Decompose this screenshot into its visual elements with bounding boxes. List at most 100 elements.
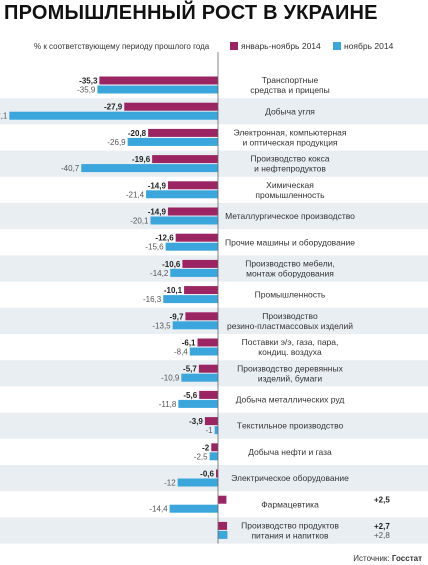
category-label: Производство кокса — [250, 154, 329, 164]
row-band — [0, 517, 428, 544]
value-label-series2: -10,9 — [161, 374, 180, 383]
row-band — [0, 203, 428, 230]
bar-series1 — [204, 417, 218, 426]
bar-series1 — [211, 443, 218, 452]
value-label-series1: -5,7 — [183, 365, 197, 374]
value-label-series2: -13,5 — [152, 321, 171, 330]
bar-series2 — [81, 164, 218, 173]
bar-series1 — [175, 233, 218, 242]
chart-subtitle: % к соответствующему периоду прошлого го… — [34, 42, 210, 51]
row-band — [0, 307, 428, 334]
value-label-series1: -9,7 — [170, 312, 184, 321]
value-label-series2: -14,2 — [150, 269, 169, 278]
bar-series2 — [127, 137, 218, 146]
category-label: Промышленность — [255, 290, 326, 300]
category-label: Электрическое оборудование — [231, 473, 349, 483]
category-label: средства и прицепы — [250, 85, 330, 95]
bar-series1 — [184, 286, 218, 295]
value-label-series1: -27,9 — [104, 103, 123, 112]
bar-series1 — [182, 259, 218, 268]
value-label-series1: -12,6 — [155, 234, 174, 243]
value-label-series2: -11,8 — [159, 400, 177, 409]
bar-series2 — [165, 242, 218, 251]
value-label-series2: -16,3 — [143, 295, 162, 304]
category-label: промышленность — [255, 190, 325, 200]
category-label: Прочие машины и оборудование — [225, 237, 355, 247]
value-label-series1: -6,1 — [182, 339, 196, 348]
value-label-series1: -10,1 — [164, 286, 183, 295]
value-label-series1: -3,9 — [189, 417, 203, 426]
bar-series2 — [218, 530, 228, 539]
legend-label-series2: ноябрь 2014 — [344, 41, 394, 51]
legend-item-series1: январь-ноябрь 2014 — [230, 41, 321, 51]
category-label: Производство продуктов — [241, 521, 339, 531]
category-label: и нефтепродуктов — [254, 164, 326, 174]
row-band — [0, 465, 428, 492]
bar-series2 — [177, 478, 218, 487]
category-label: Добыча нефти и газа — [248, 447, 332, 457]
category-label: Производство — [262, 311, 318, 321]
source-note: Источник: Госстат — [353, 554, 422, 563]
value-label-series1: -20,8 — [128, 129, 147, 138]
source-label: Источник: — [353, 554, 390, 563]
bar-series2 — [172, 321, 218, 330]
legend-swatch-series1 — [230, 42, 238, 50]
value-label-series1: -0,6 — [200, 470, 214, 479]
row-band — [0, 255, 428, 282]
value-label-series2: -12 — [164, 479, 176, 488]
bar-series1 — [215, 469, 218, 478]
value-label-series1: -2 — [202, 443, 210, 452]
bar-series1 — [167, 207, 218, 216]
value-label-series1: +2,7 — [374, 522, 390, 531]
bar-series2 — [97, 85, 218, 94]
value-label-series2: -20,1 — [130, 217, 149, 226]
bar-series1 — [124, 102, 218, 111]
value-label-series1: -35,3 — [79, 77, 98, 86]
category-label: изделий, бумаги — [258, 373, 323, 383]
bar-series1 — [185, 312, 218, 321]
category-label: Тeкстильное производство — [237, 421, 344, 431]
value-label-series1: +2,5 — [374, 496, 390, 505]
category-label: и оптическая продукция — [242, 138, 337, 148]
bar-series2 — [181, 373, 218, 382]
bar-series2 — [150, 216, 218, 225]
value-label-series1: -14,9 — [148, 208, 167, 217]
category-label: Добыча металлических руд — [236, 395, 345, 405]
category-label: питания и напитков — [251, 531, 329, 541]
bar-series2 — [178, 399, 218, 408]
bar-series2 — [170, 268, 218, 277]
category-label: Химическая — [266, 180, 314, 190]
category-label: резино-пластмассовых изделий — [227, 321, 353, 331]
bar-series1 — [99, 76, 218, 85]
value-label-series2: -8,4 — [174, 348, 188, 357]
value-label-series2: -40,7 — [61, 164, 80, 173]
value-label-series1: -10,6 — [162, 260, 181, 269]
row-band — [0, 98, 428, 125]
bar-series1 — [199, 390, 218, 399]
row-band — [0, 360, 428, 387]
value-label-series2: -15,6 — [145, 243, 164, 252]
value-label-series1: -19,6 — [132, 155, 151, 164]
category-label: Фармацевтика — [261, 499, 319, 509]
row-band — [0, 412, 428, 439]
category-label: Производство мебели, — [245, 259, 335, 269]
bar-series2 — [163, 295, 218, 304]
legend-swatch-series2 — [333, 42, 341, 50]
value-label-series2: -35,9 — [77, 86, 96, 95]
source-name: Госстат — [391, 554, 422, 563]
bar-series1 — [218, 495, 227, 504]
category-label: Электронная, компьютерная — [234, 128, 347, 138]
value-label-series2: -2,5 — [194, 452, 208, 461]
legend-item-series2: ноябрь 2014 — [333, 41, 393, 51]
category-label: Транспортные — [262, 75, 319, 85]
bar-series2 — [214, 426, 218, 435]
value-label-series2: -14,4 — [149, 505, 168, 514]
bar-series2 — [209, 452, 218, 461]
bar-series1 — [167, 181, 218, 190]
value-label-series1: -14,9 — [148, 181, 167, 190]
chart-title: ПРОМЫШЛЕННЫЙ РОСТ В УКРАИНЕ — [4, 2, 378, 24]
bar-series1 — [198, 364, 218, 373]
value-label-series1: -5,6 — [183, 391, 197, 400]
